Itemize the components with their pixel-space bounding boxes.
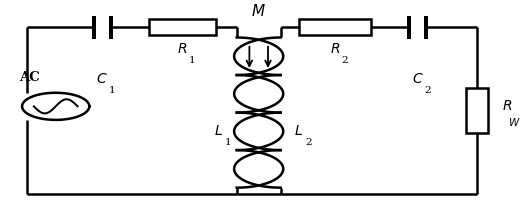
- Bar: [149, 19, 216, 35]
- Text: 1: 1: [109, 86, 116, 95]
- Text: 2: 2: [342, 56, 348, 65]
- Text: 1: 1: [225, 138, 232, 147]
- Bar: [467, 88, 488, 133]
- Bar: [299, 19, 371, 35]
- Text: $C$: $C$: [412, 72, 424, 86]
- Text: $R$: $R$: [177, 42, 188, 56]
- Text: AC: AC: [19, 71, 40, 84]
- Text: $L$: $L$: [214, 124, 223, 138]
- Text: $R$: $R$: [330, 42, 340, 56]
- Text: $L$: $L$: [294, 124, 303, 138]
- Text: $R$: $R$: [502, 99, 513, 113]
- Text: 1: 1: [189, 56, 196, 65]
- Text: $M$: $M$: [252, 3, 266, 20]
- Text: $C$: $C$: [96, 72, 108, 86]
- Text: 2: 2: [424, 86, 431, 95]
- Text: $W$: $W$: [508, 116, 521, 128]
- Text: 2: 2: [305, 138, 312, 147]
